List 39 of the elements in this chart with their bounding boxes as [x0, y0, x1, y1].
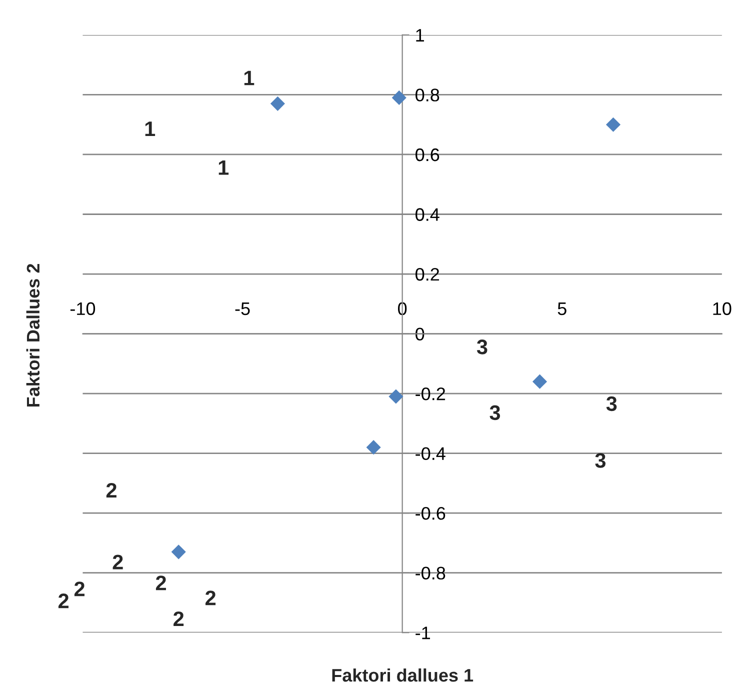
- point: [171, 544, 186, 560]
- point: [606, 117, 621, 132]
- point: [366, 440, 381, 455]
- y-tick-label: -0.8: [416, 566, 446, 580]
- annotation: 2: [112, 554, 123, 570]
- annotation: 2: [106, 482, 116, 498]
- x-tick-label: 10: [713, 302, 732, 316]
- y-tick-label: 0.8: [416, 88, 440, 102]
- point: [270, 96, 285, 111]
- annotation: 2: [156, 576, 166, 590]
- x-tick-label: -10: [70, 302, 96, 316]
- annotation: 3: [606, 396, 617, 412]
- x-axis-title: Faktori dallues 1: [332, 668, 474, 682]
- point: [388, 389, 404, 404]
- annotation: 1: [218, 160, 229, 175]
- annotation: 1: [244, 70, 254, 86]
- annotation: 3: [490, 405, 500, 420]
- y-tick-label: -0.2: [416, 387, 446, 400]
- y-tick-label: -0.4: [416, 447, 446, 460]
- y-tick-label: -0.6: [416, 507, 446, 520]
- point: [532, 374, 548, 389]
- y-tick-label: 0.2: [416, 268, 440, 281]
- y-tick-label: 0.6: [416, 148, 440, 162]
- x-tick-label: -5: [235, 302, 250, 316]
- annotation: 2: [74, 582, 84, 596]
- x-tick-label: 5: [558, 302, 566, 316]
- y-tick-label: 0.4: [416, 208, 440, 221]
- y-tick-label: -1: [416, 626, 430, 640]
- annotation: 3: [595, 453, 606, 468]
- point: [392, 90, 406, 105]
- annotation: 2: [174, 611, 184, 626]
- annotation: 3: [476, 340, 488, 354]
- y-axis-title: Faktori Dallues 2: [26, 264, 40, 407]
- y-tick-label: 0: [416, 328, 424, 340]
- text: 2: [58, 594, 69, 608]
- x-tick-label: 0: [398, 302, 407, 316]
- annotation: 2: [205, 590, 216, 606]
- y-tick-label: 1: [416, 29, 424, 42]
- annotation: 1: [145, 122, 156, 136]
